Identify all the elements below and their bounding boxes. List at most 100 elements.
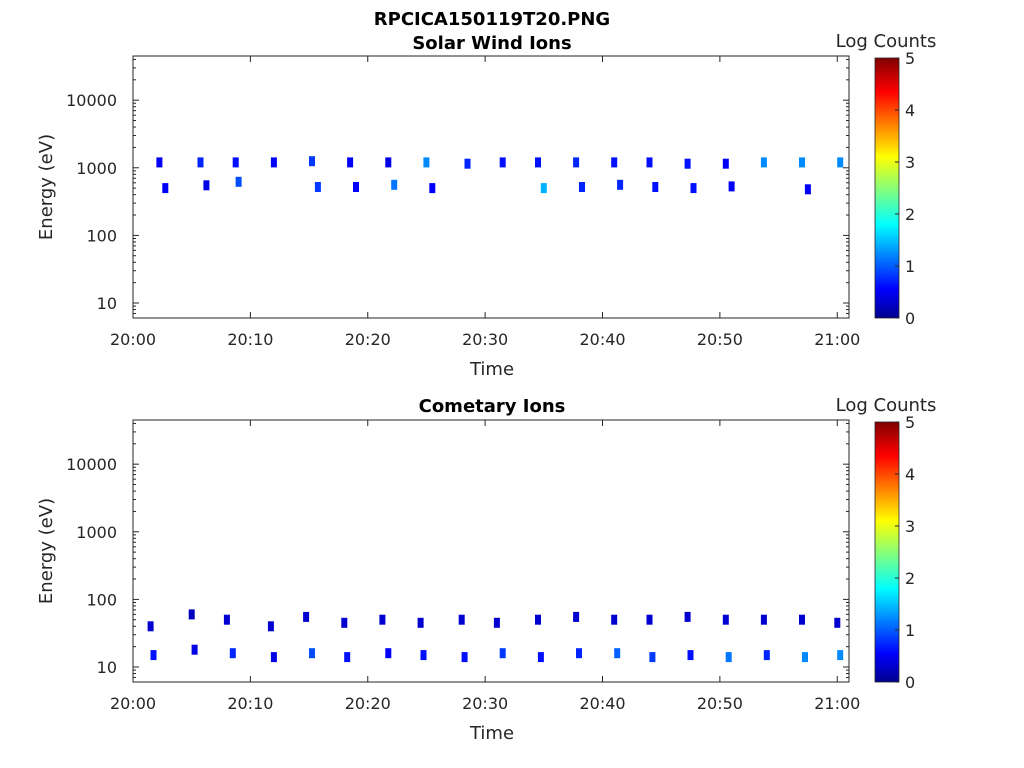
data-cell [156,157,163,168]
figure-title: RPCICA150119T20.PNG [374,9,610,30]
axes-frame [132,55,850,319]
data-cell [573,157,580,168]
x-tick-label: 20:20 [345,330,391,349]
solar-wind-axes: 20:00 20:10 20:20 20:30 20:40 20:50 21:00 10 100… [66,55,860,349]
y-tick-label: 10 [97,658,117,677]
x-tick-label: 20:40 [579,330,625,349]
data-cell [684,158,691,169]
colorbar-tick-label: 3 [905,153,915,172]
data-cell [162,183,169,194]
data-cell [728,181,735,192]
data-cell [429,183,436,194]
data-cell [837,650,844,661]
data-cell [267,621,274,632]
y-tick-label: 100 [86,226,117,245]
y-tick-label: 10000 [66,455,117,474]
x-tick-label: 20:10 [227,330,273,349]
colorbar-ticks-solar-wind: 0 1 2 3 4 5 [895,49,915,328]
data-cell [576,648,582,659]
colorbar-tick-label: 4 [905,465,915,484]
x-tick-label: 20:40 [579,694,625,713]
data-cell [191,644,198,655]
colorbar-tick-label: 1 [905,257,915,276]
data-cell [150,650,157,661]
colorbar-solar-wind [874,57,900,319]
data-cell [535,614,541,625]
data-cell [646,614,653,625]
data-cell [573,611,580,622]
y-axis-label-cometary: Energy (eV) [36,498,57,604]
data-cell [347,157,354,168]
data-cell [344,652,351,663]
data-cell [464,158,471,169]
data-cell [690,183,697,194]
data-cell [203,180,210,191]
data-cell [802,652,808,663]
data-cell [722,614,729,625]
data-cell [379,614,386,625]
data-cell [725,652,732,663]
data-cell [649,652,656,663]
x-tick-label: 21:00 [814,694,860,713]
data-cell [417,617,424,628]
colorbar-tick-label: 3 [905,517,915,536]
x-tick-label: 20:50 [697,694,743,713]
colorbar-tick-label: 5 [905,49,915,68]
data-cell [385,157,392,168]
data-cell [684,611,691,622]
data-cell [617,179,624,190]
y-tick-label: 10000 [66,91,117,110]
data-cell [799,614,805,625]
x-tick-label: 21:00 [814,330,860,349]
data-cell [270,157,277,168]
colorbar-tick-label: 0 [905,309,915,328]
data-cell [799,157,805,168]
colorbar-tick-label: 1 [905,621,915,640]
data-cell [461,652,468,663]
data-cell [314,182,321,192]
y-tick-label: 100 [86,590,117,609]
solar-wind-panel: Solar Wind Ions 20:00 20:10 20:20 20:30 20:4… [36,31,936,380]
data-cell [147,621,154,632]
data-cell [423,157,430,168]
solar-wind-data [156,156,844,195]
colorbar-cometary [874,421,900,683]
data-cell [646,157,653,168]
data-cell [611,157,618,168]
data-cell [235,176,242,187]
x-tick-label: 20:50 [697,330,743,349]
data-cell [353,182,359,192]
colorbar-tick-label: 2 [905,205,915,224]
colorbar-tick-label: 4 [905,101,915,120]
plot-area-cometary [133,420,849,682]
data-cell [652,182,659,192]
data-cell [579,182,585,192]
data-cell [611,614,618,625]
data-cell [804,184,811,195]
data-cell [760,614,767,625]
x-tick-label: 20:30 [462,330,508,349]
y-tick-label: 1000 [76,159,117,178]
data-cell [760,157,767,168]
data-cell [197,157,204,168]
data-cell [232,157,239,168]
x-axis-label-solar-wind: Time [469,359,514,380]
data-cell [499,648,506,659]
panel-title-cometary: Cometary Ions [419,396,566,417]
data-cell [188,609,195,620]
panel-title-solar-wind: Solar Wind Ions [412,33,571,54]
data-cell [391,179,398,190]
data-cell [420,650,427,661]
colorbar-label-solar-wind: Log Counts [836,31,937,52]
data-cell [834,617,841,628]
axes-frame [132,419,850,683]
plot-area-solar-wind [133,56,849,318]
y-axis-label-solar-wind: Energy (eV) [36,134,57,240]
data-cell [763,650,770,661]
data-cell [341,617,348,628]
data-cell [837,157,844,168]
colorbar-tick-label: 5 [905,413,915,432]
cometary-panel: Cometary Ions 20:00 20:10 20:20 20:30 20:40 2… [36,395,936,744]
cometary-data [147,609,844,663]
data-cell [540,183,547,194]
